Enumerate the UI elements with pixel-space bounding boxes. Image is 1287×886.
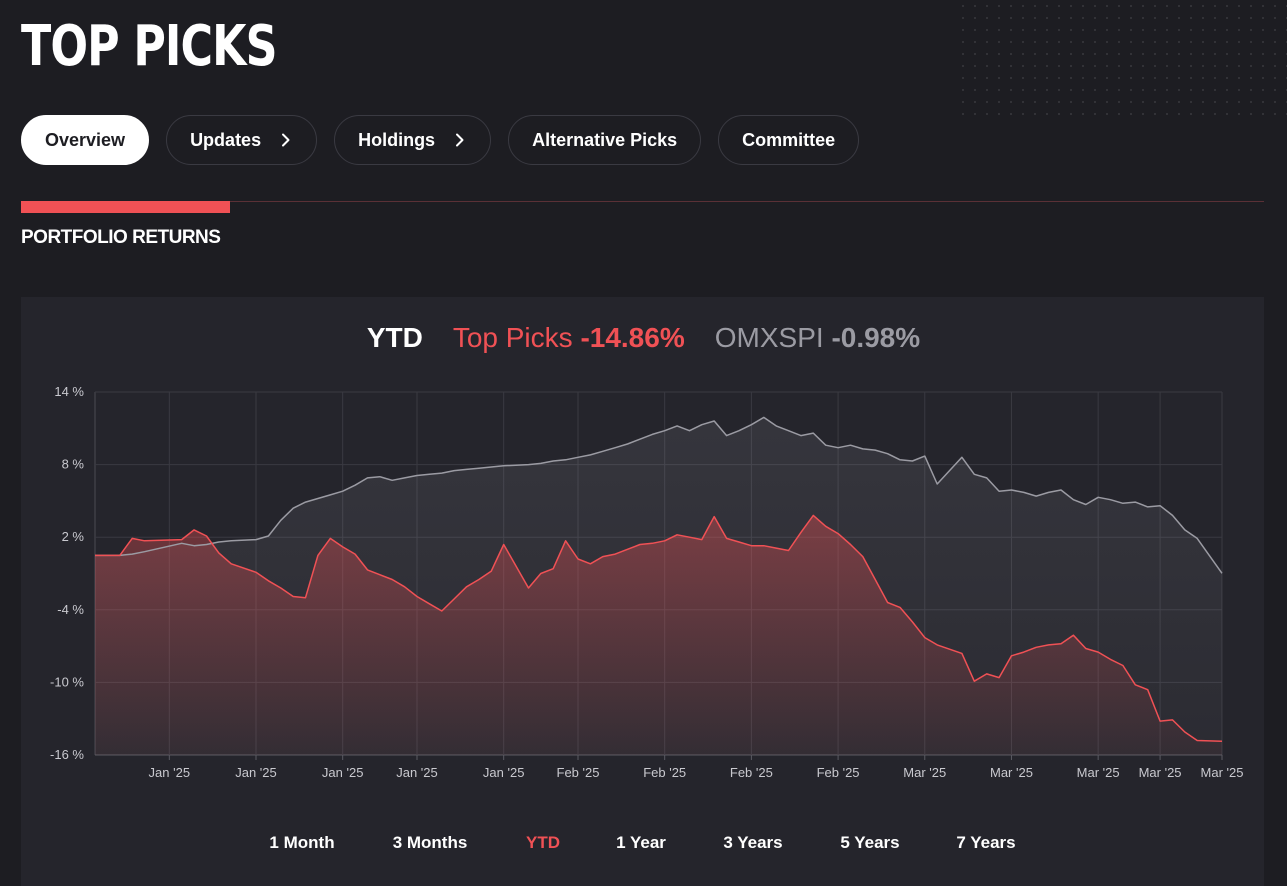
x-tick-label: Jan '25 <box>235 765 277 780</box>
index-return: -0.98% <box>831 322 921 353</box>
portfolio-return: -14.86% <box>580 322 685 353</box>
y-tick-label: -16 % <box>50 747 84 762</box>
period-1-month[interactable]: 1 Month <box>269 833 335 852</box>
y-tick-label: 8 % <box>62 457 85 472</box>
index-name: OMXSPI <box>714 322 824 353</box>
y-tick-label: -4 % <box>57 602 84 617</box>
tab-label: Alternative Picks <box>532 129 678 150</box>
y-tick-label: 2 % <box>62 529 85 544</box>
omxspi-line <box>95 416 1223 574</box>
x-tick-label: Jan '25 <box>396 765 438 780</box>
chevron-right-icon <box>456 133 464 147</box>
summary-period-label: YTD <box>366 322 423 353</box>
y-tick-label: -10 % <box>50 674 84 689</box>
tab-label: Committee <box>742 129 836 150</box>
period-7-years[interactable]: 7 Years <box>956 833 1016 852</box>
tab-bar: Overview Updates Holdings Alternative Pi… <box>21 115 860 165</box>
x-tick-label: Feb '25 <box>817 765 860 780</box>
section-divider-accent <box>21 201 230 213</box>
tab-label: Overview <box>45 129 126 150</box>
x-tick-label: Feb '25 <box>643 765 686 780</box>
x-tick-label: Jan '25 <box>322 765 364 780</box>
period-ytd[interactable]: YTD <box>526 833 560 852</box>
x-tick-label: Jan '25 <box>149 765 191 780</box>
chevron-right-icon <box>282 133 290 147</box>
period-3-months[interactable]: 3 Months <box>392 833 468 852</box>
top-picks-area <box>95 515 1222 755</box>
returns-summary: YTD Top Picks -14.86% OMXSPI -0.98% <box>0 321 1287 355</box>
x-tick-label: Mar '25 <box>990 765 1033 780</box>
section-title: PORTFOLIO RETURNS <box>21 227 221 248</box>
x-tick-label: Feb '25 <box>730 765 773 780</box>
portfolio-name: Top Picks <box>452 322 573 353</box>
period-3-years[interactable]: 3 Years <box>723 833 783 852</box>
tab-overview[interactable]: Overview <box>21 115 150 165</box>
x-tick-label: Mar '25 <box>1139 765 1182 780</box>
tab-holdings[interactable]: Holdings <box>334 115 492 165</box>
x-tick-label: Mar '25 <box>1201 765 1244 780</box>
tab-committee[interactable]: Committee <box>718 115 860 165</box>
tab-updates[interactable]: Updates <box>166 115 318 165</box>
x-tick-label: Mar '25 <box>1077 765 1120 780</box>
period-1-year[interactable]: 1 Year <box>616 833 666 852</box>
section-divider <box>21 201 1264 202</box>
x-tick-label: Mar '25 <box>903 765 946 780</box>
period-5-years[interactable]: 5 Years <box>840 833 900 852</box>
y-tick-label: 14 % <box>54 384 84 399</box>
x-tick-label: Jan '25 <box>483 765 525 780</box>
x-tick-label: Feb '25 <box>557 765 600 780</box>
page-title: TOP PICKS <box>21 14 278 79</box>
tab-label: Updates <box>190 129 262 150</box>
tab-label: Holdings <box>358 129 436 150</box>
tab-alternative-picks[interactable]: Alternative Picks <box>508 115 702 165</box>
top-picks-line <box>95 514 1223 742</box>
period-selector: 1 Month 3 Months YTD 1 Year 3 Years 5 Ye… <box>0 833 1287 857</box>
